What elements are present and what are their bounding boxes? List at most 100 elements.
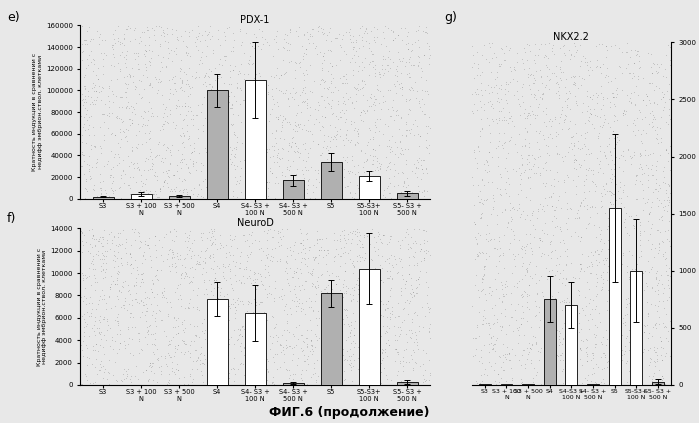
- Point: [193, 261, 204, 267]
- Point: [584, 310, 596, 317]
- Point: [110, 92, 122, 99]
- Point: [361, 178, 373, 185]
- Point: [134, 167, 145, 173]
- Point: [134, 232, 145, 239]
- Point: [190, 111, 201, 118]
- Point: [292, 102, 303, 109]
- Point: [206, 33, 217, 39]
- Point: [533, 100, 545, 107]
- Point: [113, 311, 124, 318]
- Point: [375, 369, 387, 376]
- Point: [168, 225, 180, 232]
- Point: [568, 312, 579, 319]
- Point: [271, 154, 282, 160]
- Point: [265, 345, 276, 352]
- Point: [259, 274, 271, 281]
- Point: [405, 275, 417, 281]
- Point: [313, 23, 324, 30]
- Point: [131, 165, 143, 172]
- Point: [320, 375, 331, 382]
- Point: [418, 240, 429, 247]
- Point: [118, 42, 129, 49]
- Point: [273, 180, 284, 187]
- Point: [179, 115, 190, 122]
- Point: [164, 352, 175, 358]
- Point: [78, 231, 89, 238]
- Point: [167, 30, 178, 37]
- Point: [475, 187, 486, 194]
- Point: [354, 45, 365, 52]
- Point: [555, 352, 566, 359]
- Point: [287, 371, 298, 377]
- Point: [392, 68, 403, 75]
- Point: [316, 271, 327, 278]
- Point: [182, 135, 194, 142]
- Point: [168, 314, 180, 321]
- Point: [77, 123, 88, 130]
- Point: [85, 37, 96, 44]
- Point: [560, 368, 571, 374]
- Point: [489, 244, 500, 251]
- Point: [359, 55, 370, 61]
- Point: [297, 338, 308, 344]
- Point: [268, 159, 279, 166]
- Point: [642, 152, 653, 159]
- Point: [395, 291, 406, 298]
- Point: [304, 246, 315, 253]
- Point: [369, 353, 380, 360]
- Point: [119, 345, 130, 352]
- Point: [245, 120, 257, 127]
- Point: [209, 132, 220, 139]
- Point: [353, 31, 364, 38]
- Point: [601, 277, 612, 283]
- Point: [136, 171, 147, 178]
- Point: [489, 198, 500, 205]
- Point: [610, 247, 621, 254]
- Point: [515, 170, 526, 177]
- Point: [298, 174, 310, 181]
- Point: [238, 76, 250, 82]
- Point: [326, 134, 337, 140]
- Point: [654, 277, 665, 283]
- Point: [363, 40, 374, 47]
- Point: [235, 252, 246, 259]
- Point: [279, 71, 290, 78]
- Point: [80, 86, 91, 93]
- Point: [203, 94, 214, 101]
- Point: [620, 348, 631, 355]
- Point: [294, 287, 305, 294]
- Point: [627, 272, 638, 278]
- Point: [628, 60, 640, 66]
- Point: [384, 273, 396, 280]
- Point: [359, 64, 370, 71]
- Point: [282, 166, 293, 173]
- Point: [175, 131, 186, 138]
- Point: [419, 257, 430, 264]
- Point: [505, 134, 517, 140]
- Point: [294, 299, 305, 306]
- Point: [417, 27, 428, 34]
- Point: [520, 194, 531, 201]
- Point: [580, 374, 591, 381]
- Point: [170, 260, 181, 266]
- Point: [273, 146, 284, 152]
- Point: [557, 158, 568, 165]
- Point: [115, 242, 126, 249]
- Point: [602, 336, 613, 343]
- Point: [418, 110, 429, 117]
- Point: [581, 171, 592, 178]
- Point: [588, 221, 599, 228]
- Point: [493, 253, 505, 259]
- Point: [281, 258, 292, 265]
- Point: [236, 333, 247, 340]
- Point: [331, 132, 342, 138]
- Point: [575, 164, 586, 171]
- Point: [598, 261, 610, 267]
- Point: [133, 91, 144, 97]
- Point: [318, 53, 329, 60]
- Point: [531, 280, 542, 286]
- Point: [395, 80, 406, 87]
- Point: [605, 104, 616, 111]
- Point: [389, 313, 401, 320]
- Point: [401, 96, 412, 102]
